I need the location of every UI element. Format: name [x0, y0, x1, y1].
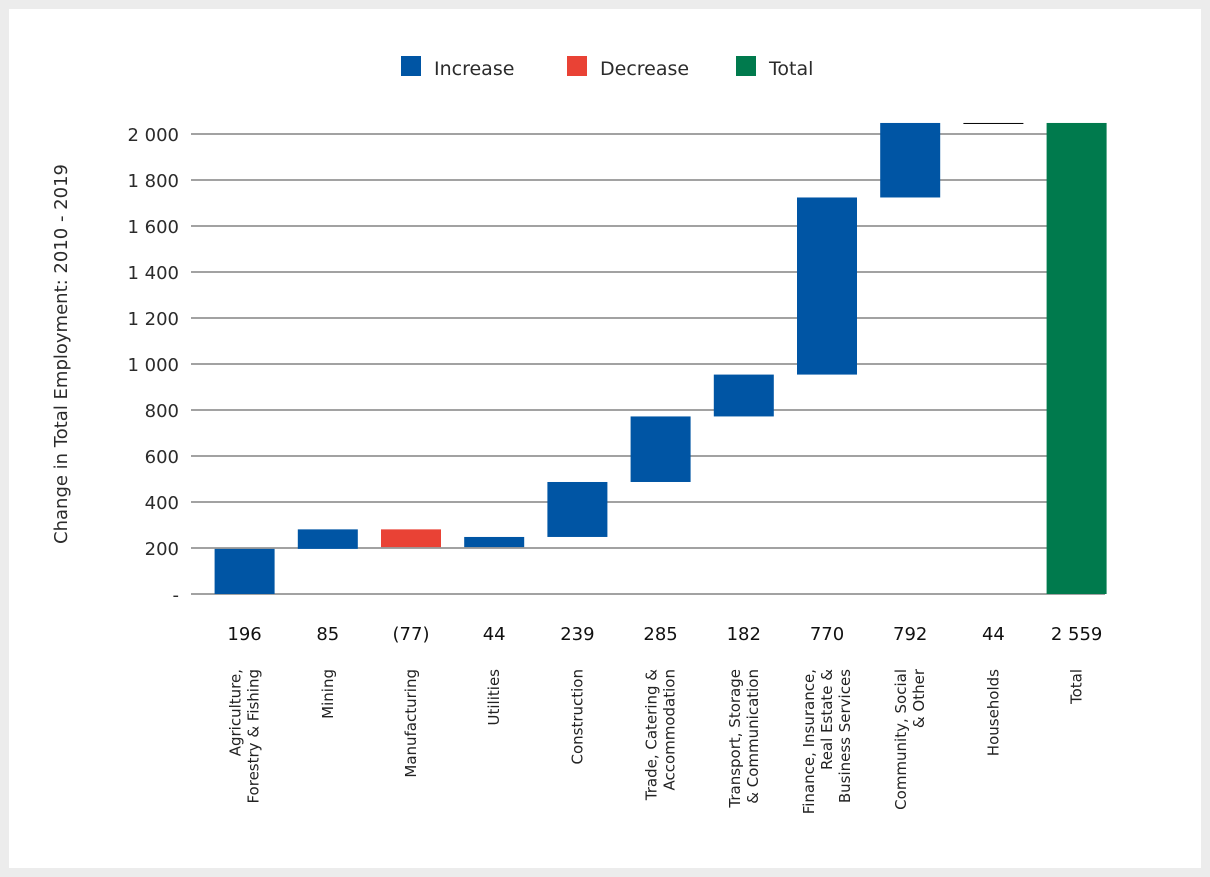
data-label: 239 — [560, 624, 594, 645]
category-label-line: Utilities — [485, 669, 503, 726]
category-labels: Agriculture, Forestry & Fishing Mining Manu… — [227, 668, 1086, 814]
category-label: Trade, Catering & Accommodation — [643, 669, 679, 802]
bar-finance-insurance-real-estate-business-services — [797, 197, 857, 375]
data-label: 285 — [643, 624, 677, 645]
category-label-line: Construction — [568, 669, 586, 765]
y-tick-label: 2 000 — [127, 125, 179, 146]
legend-swatch-total — [736, 56, 756, 76]
category-label-line: Community, Social — [892, 669, 910, 810]
data-label: 182 — [727, 624, 761, 645]
data-label: 44 — [483, 624, 506, 645]
category-label: Agriculture, Forestry & Fishing — [227, 669, 263, 804]
y-tick-label: 1 400 — [127, 263, 179, 284]
category-label-line: Accommodation — [661, 669, 679, 791]
category-label: Community, Social & Other — [892, 668, 928, 810]
data-label: 792 — [893, 624, 927, 645]
y-tick-label: 600 — [145, 447, 179, 468]
chart-frame: Increase Decrease Total - 200 400 600 800 1 000… — [9, 9, 1201, 868]
legend: Increase Decrease Total — [401, 56, 813, 80]
waterfall-chart: Increase Decrease Total - 200 400 600 800 1 000… — [51, 56, 1107, 814]
category-label: Construction — [568, 669, 586, 765]
category-label-line: Finance, Insurance, — [800, 669, 818, 814]
y-tick-label: 1 600 — [127, 217, 179, 238]
category-label-line: & Communication — [744, 669, 762, 804]
category-label-line: Business Services — [836, 669, 854, 803]
bar-manufacturing — [381, 529, 441, 548]
category-label-line: Transport, Storage — [726, 669, 744, 809]
legend-label-total: Total — [768, 58, 813, 80]
data-label: 770 — [810, 624, 844, 645]
category-label-line: Households — [984, 669, 1002, 756]
legend-label-increase: Increase — [434, 58, 514, 80]
bar-community-social-other — [880, 122, 941, 198]
bar-utilities — [464, 536, 525, 548]
data-label: 85 — [316, 624, 339, 645]
data-label: 2 559 — [1051, 624, 1103, 645]
category-label: Transport, Storage & Communication — [726, 669, 762, 809]
bar-total — [1046, 122, 1107, 595]
category-label-line: Manufacturing — [402, 669, 420, 778]
category-label: Utilities — [485, 669, 503, 726]
category-label: Households — [984, 669, 1002, 756]
legend-swatch-decrease — [567, 56, 587, 76]
category-label: Manufacturing — [402, 669, 420, 778]
bar-mining — [297, 529, 358, 549]
category-label-line: Trade, Catering & — [643, 669, 661, 802]
category-label: Finance, Insurance, Real Estate & Business… — [800, 669, 854, 815]
y-tick-label: 800 — [145, 401, 179, 422]
data-label: 196 — [227, 624, 261, 645]
data-label: (77) — [393, 624, 430, 645]
category-label-line: Real Estate & — [818, 669, 836, 770]
legend-label-decrease: Decrease — [600, 58, 689, 80]
category-label: Mining — [319, 669, 337, 719]
bar-trade-catering-accommodation — [630, 416, 691, 482]
y-axis-label: Change in Total Employment: 2010 - 2019 — [51, 164, 72, 544]
y-tick-label: 200 — [145, 539, 179, 560]
bars — [214, 122, 1107, 595]
legend-swatch-increase — [401, 56, 421, 76]
y-axis-ticks: - 200 400 600 800 1 000 1 200 1 400 1 600 1 800 2 … — [127, 125, 179, 606]
gridlines — [191, 133, 1105, 595]
y-tick-label: 1 000 — [127, 355, 179, 376]
y-tick-label: 1 200 — [127, 309, 179, 330]
y-tick-label: 1 800 — [127, 171, 179, 192]
bar-agriculture-forestry-fishing — [214, 548, 275, 594]
bar-construction — [547, 481, 608, 537]
category-label-line: & Other — [910, 668, 928, 728]
category-label: Total — [1068, 669, 1086, 705]
bar-households — [963, 122, 1024, 124]
category-label-line: Forestry & Fishing — [245, 669, 263, 804]
category-label-line: Total — [1068, 669, 1086, 705]
y-tick-label: - — [173, 585, 180, 606]
y-tick-label: 400 — [145, 493, 179, 514]
data-label: 44 — [982, 624, 1005, 645]
bar-transport-storage-communication — [713, 374, 774, 417]
category-label-line: Mining — [319, 669, 337, 719]
data-labels: 196 85 (77) 44 239 285 182 770 792 44 2 559 — [227, 624, 1102, 645]
category-label-line: Agriculture, — [227, 669, 245, 756]
